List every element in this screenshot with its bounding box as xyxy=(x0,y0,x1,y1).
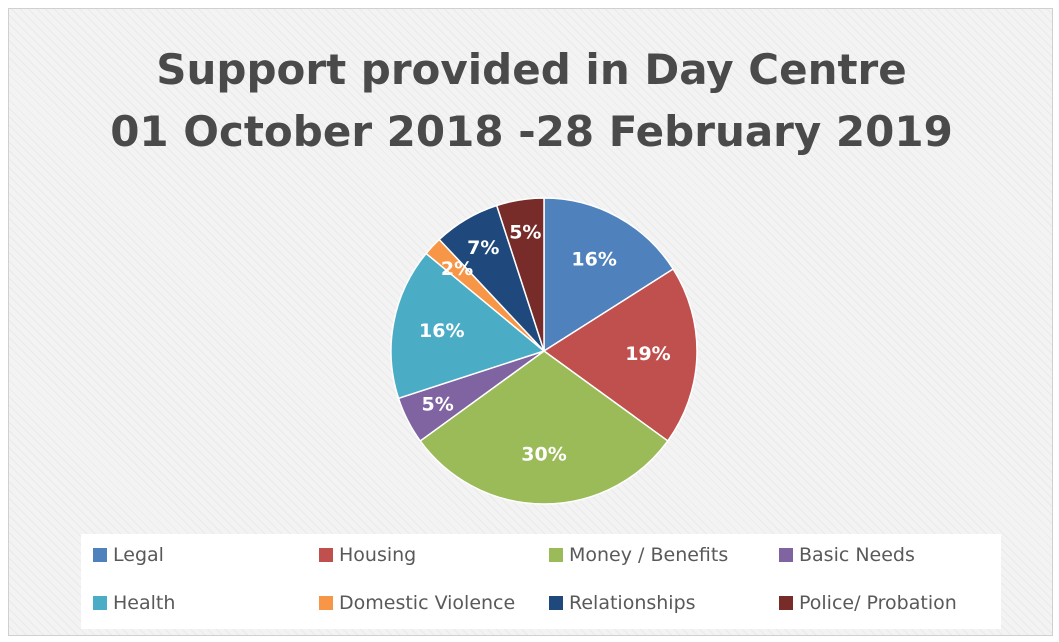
legend-label-domestic-violence: Domestic Violence xyxy=(339,592,516,614)
pie-slice-legal xyxy=(543,197,675,353)
legend-label-legal: Legal xyxy=(113,544,164,566)
data-label-money-benefits: 30% xyxy=(521,444,566,466)
pie-slice-police-probation xyxy=(495,197,545,352)
legend-label-relationships: Relationships xyxy=(569,592,696,614)
legend-item-housing: Housing xyxy=(319,544,416,566)
legend-item-money-benefits: Money / Benefits xyxy=(549,544,728,566)
legend-swatch-domestic-violence xyxy=(319,596,333,610)
pie-chart: 16% 19% 30% 5% 16% 2%7% 5% xyxy=(390,197,698,505)
legend-label-health: Health xyxy=(113,592,176,614)
legend-label-basic-needs: Basic Needs xyxy=(799,544,915,566)
legend-swatch-money-benefits xyxy=(549,548,563,562)
legend-swatch-health xyxy=(93,596,107,610)
data-label-basic-needs: 5% xyxy=(422,394,454,416)
pie-slice-housing xyxy=(542,267,698,442)
legend-label-money-benefits: Money / Benefits xyxy=(569,544,729,566)
legend-item-police-probation: Police/ Probation xyxy=(779,592,957,614)
chart-title: Support provided in Day Centre 01 Octobe… xyxy=(9,39,1054,163)
legend-label-housing: Housing xyxy=(339,544,417,566)
legend-swatch-basic-needs xyxy=(779,548,793,562)
legend-item-health: Health xyxy=(93,592,175,614)
legend-swatch-police-probation xyxy=(779,596,793,610)
chart-area: Support provided in Day Centre 01 Octobe… xyxy=(8,8,1053,636)
legend-label-police-probation: Police/ Probation xyxy=(799,592,957,614)
pie-slice-money-benefits xyxy=(419,350,669,505)
data-label-police-probation: 5% xyxy=(509,222,541,244)
legend-item-legal: Legal xyxy=(93,544,164,566)
legend-item-domestic-violence: Domestic Violence xyxy=(319,592,515,614)
chart-title-line-1: Support provided in Day Centre xyxy=(156,45,907,94)
legend-swatch-housing xyxy=(319,548,333,562)
data-label-relationships: 7% xyxy=(467,237,499,259)
legend: Legal Housing Money / Benefits Basic Needs H… xyxy=(81,534,1001,629)
data-label-health: 16% xyxy=(419,320,464,342)
legend-swatch-relationships xyxy=(549,596,563,610)
data-label-housing: 19% xyxy=(625,343,670,365)
legend-item-basic-needs: Basic Needs xyxy=(779,544,915,566)
legend-swatch-legal xyxy=(93,548,107,562)
data-label-legal: 16% xyxy=(571,248,616,270)
chart-title-line-2: 01 October 2018 -28 February 2019 xyxy=(110,107,953,156)
pie-slice-health xyxy=(390,252,546,400)
data-label-domestic-violence: 2% xyxy=(441,258,473,280)
legend-item-relationships: Relationships xyxy=(549,592,696,614)
